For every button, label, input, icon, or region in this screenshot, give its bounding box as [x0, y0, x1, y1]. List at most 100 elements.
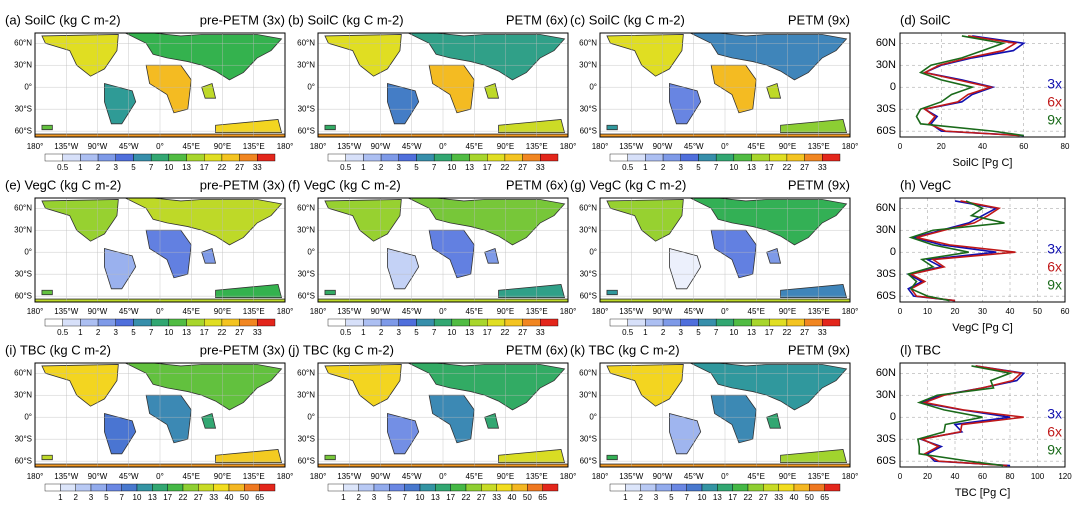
- continent: [428, 229, 475, 279]
- map-x-tick-label: 180°: [592, 142, 609, 151]
- map-x-tick-label: 180°: [277, 142, 294, 151]
- colorbar-label: 3: [114, 163, 119, 172]
- map-x-tick-label: 135°W: [619, 307, 644, 316]
- continent: [387, 413, 420, 455]
- colorbar-box: [715, 318, 735, 327]
- map-title: (g) VegC (kg C m-2): [570, 177, 686, 192]
- map-x-tick-label: 90°W: [371, 307, 391, 316]
- colorbar-box: [373, 483, 390, 492]
- map-x-tick-label: 180°: [842, 307, 859, 316]
- colorbar-box: [698, 153, 717, 162]
- y-tick-label: 30N: [876, 389, 896, 401]
- colorbar-label: 22: [462, 493, 471, 502]
- continent: [669, 83, 702, 125]
- map-x-tick-label: 180°: [27, 472, 44, 481]
- colorbar-box: [416, 153, 435, 162]
- map-x-tick-label: 135°W: [619, 472, 644, 481]
- colorbar-label: 0.5: [340, 328, 352, 337]
- map-label: PETM (9x): [788, 177, 850, 192]
- continent: [606, 199, 684, 242]
- colorbar-label: 3: [679, 328, 684, 337]
- x-tick-label: 100: [1031, 472, 1045, 481]
- map-y-tick-label: 0°: [589, 82, 597, 91]
- colorbar-box: [662, 153, 681, 162]
- map-y-tick-label: 60°S: [580, 291, 597, 300]
- colorbar-box: [239, 318, 258, 327]
- colorbar-box: [380, 318, 399, 327]
- colorbar-box: [451, 153, 470, 162]
- colorbar-label: 10: [164, 328, 173, 337]
- map-x-tick-label: 90°W: [88, 307, 108, 316]
- colorbar-box: [487, 153, 506, 162]
- y-tick-label: 30S: [876, 433, 896, 445]
- colorbar-box: [204, 318, 223, 327]
- continent: [324, 289, 336, 296]
- colorbar-label: 13: [747, 163, 756, 172]
- colorbar-label: 22: [217, 328, 226, 337]
- colorbar-label: 1: [78, 328, 83, 337]
- colorbar-label: 1: [78, 163, 83, 172]
- map-x-tick-label: 90°E: [779, 307, 796, 316]
- colorbar-box: [769, 318, 788, 327]
- map-title: (k) TBC (kg C m-2): [570, 342, 680, 357]
- colorbar-label: 10: [698, 493, 707, 502]
- map-x-tick-label: 135°W: [619, 142, 644, 151]
- colorbar-label: 17: [163, 493, 172, 502]
- colorbar-box: [717, 483, 733, 492]
- map-x-tick-label: 180°: [27, 307, 44, 316]
- colorbar-box: [733, 153, 752, 162]
- continent: [498, 118, 566, 134]
- colorbar-box: [435, 483, 451, 492]
- continent: [125, 197, 283, 246]
- colorbar-box: [609, 483, 626, 492]
- colorbar-label: 3: [397, 328, 402, 337]
- map-x-tick-label: 0°: [439, 142, 447, 151]
- map-y-tick-label: 30°N: [14, 390, 32, 399]
- colorbar-label: 5: [414, 328, 419, 337]
- map-y-tick-label: 60°S: [15, 456, 32, 465]
- colorbar-box: [680, 318, 699, 327]
- colorbar-box: [257, 318, 276, 327]
- map-y-tick-label: 0°: [589, 412, 597, 421]
- colorbar-box: [186, 153, 205, 162]
- map-border: [317, 197, 569, 303]
- colorbar-box: [115, 318, 134, 327]
- colorbar-box: [433, 318, 453, 327]
- map-y-tick-label: 30°S: [580, 434, 597, 443]
- map-x-tick-label: 135°W: [337, 307, 362, 316]
- map-x-tick-label: 45°E: [466, 472, 483, 481]
- colorbar-box: [204, 153, 223, 162]
- map-border: [599, 32, 851, 138]
- colorbar-box: [469, 153, 488, 162]
- colorbar-label: 27: [235, 163, 244, 172]
- y-tick-label: 30S: [876, 103, 896, 115]
- map-y-tick-label: 60°S: [298, 291, 315, 300]
- map-x-tick-label: 90°W: [371, 142, 391, 151]
- continent: [710, 64, 757, 114]
- colorbar-box: [398, 153, 417, 162]
- map-x-tick-label: 90°W: [88, 472, 108, 481]
- continent: [428, 64, 475, 114]
- colorbar-label: 17: [728, 493, 737, 502]
- map-x-tick-label: 90°E: [497, 142, 514, 151]
- map-x-tick-label: 0°: [721, 142, 729, 151]
- colorbar-box: [419, 483, 436, 492]
- colorbar-box: [625, 483, 641, 492]
- colorbar-box: [60, 483, 76, 492]
- colorbar-label: 3: [89, 493, 94, 502]
- colorbar-box: [133, 318, 152, 327]
- map-x-tick-label: 180°: [277, 472, 294, 481]
- continent: [324, 199, 402, 242]
- colorbar-box: [645, 153, 664, 162]
- colorbar-box: [167, 483, 184, 492]
- continent: [498, 448, 566, 464]
- continent: [780, 283, 848, 299]
- map-y-tick-label: 30°S: [15, 104, 32, 113]
- colorbar-box: [804, 318, 823, 327]
- colorbar-box: [451, 318, 470, 327]
- colorbar-label: 13: [182, 328, 191, 337]
- colorbar-box: [97, 153, 116, 162]
- continent: [215, 118, 283, 134]
- x-tick-label: 0: [898, 307, 903, 316]
